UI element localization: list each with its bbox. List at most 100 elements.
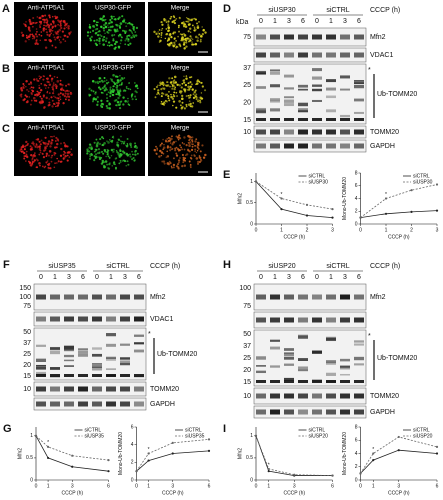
band bbox=[120, 316, 130, 322]
mitochondria bbox=[43, 21, 46, 24]
mitochondria bbox=[32, 16, 35, 19]
mitochondria bbox=[180, 86, 183, 89]
micrograph bbox=[148, 122, 212, 176]
data-point bbox=[135, 470, 138, 473]
mitochondria bbox=[190, 157, 193, 160]
marker-label: 75 bbox=[243, 303, 251, 310]
mitochondria bbox=[29, 87, 31, 90]
mitochondria bbox=[56, 76, 59, 79]
y-tick-label: 1 bbox=[250, 433, 253, 439]
mitochondria bbox=[194, 28, 197, 31]
mitochondria bbox=[134, 95, 137, 98]
mitochondria bbox=[110, 154, 113, 157]
mitochondria bbox=[25, 21, 27, 23]
band bbox=[326, 360, 336, 364]
mitochondria bbox=[30, 86, 33, 89]
mitochondria bbox=[172, 100, 176, 103]
x-tick-label: 0 bbox=[359, 227, 362, 233]
mitochondria bbox=[54, 103, 56, 106]
mitochondria bbox=[124, 89, 127, 92]
mitochondria bbox=[199, 150, 202, 153]
band bbox=[298, 393, 308, 399]
mitochondria bbox=[46, 23, 50, 26]
y-tick-label: 2 bbox=[355, 209, 358, 215]
mitochondria bbox=[116, 141, 119, 144]
band bbox=[78, 294, 88, 300]
time-label: 0 bbox=[315, 18, 319, 25]
annotation: * bbox=[268, 462, 270, 468]
mitochondria bbox=[40, 34, 43, 37]
band bbox=[340, 409, 350, 415]
mitochondria bbox=[129, 88, 132, 91]
mitochondria bbox=[201, 32, 204, 36]
mitochondria bbox=[56, 142, 59, 146]
mitochondria bbox=[198, 20, 200, 23]
band bbox=[134, 401, 144, 407]
legend-label: siUSP30 bbox=[309, 179, 329, 185]
mitochondria bbox=[171, 97, 175, 100]
mitochondria bbox=[166, 138, 169, 140]
mitochondria bbox=[26, 36, 29, 39]
mitochondria bbox=[166, 84, 170, 87]
mitochondria bbox=[25, 85, 27, 88]
mitochondria bbox=[111, 17, 113, 20]
mitochondria bbox=[50, 96, 53, 99]
mitochondria bbox=[106, 99, 109, 103]
x-tick-label: 3 bbox=[171, 483, 174, 489]
mitochondria bbox=[201, 97, 204, 100]
band bbox=[64, 401, 74, 407]
band bbox=[134, 342, 144, 345]
row-label: GAPDH bbox=[370, 409, 395, 416]
data-point bbox=[46, 456, 50, 460]
mitochondria bbox=[25, 95, 28, 98]
mitochondria bbox=[42, 75, 45, 77]
mitochondria bbox=[112, 37, 115, 40]
y-axis-label: Mono-Ub-TOMM20 bbox=[342, 432, 348, 475]
x-axis-label: CCCP (h) bbox=[388, 490, 410, 496]
mitochondria bbox=[195, 93, 198, 96]
x-tick-label: 6 bbox=[436, 483, 439, 489]
mitochondria bbox=[153, 148, 156, 152]
row-label: Ub-TOMM20 bbox=[377, 355, 417, 362]
mitochondria bbox=[162, 92, 165, 95]
mitochondria bbox=[54, 16, 58, 20]
mitochondria bbox=[155, 85, 159, 89]
band bbox=[284, 99, 294, 103]
band bbox=[106, 333, 116, 337]
x-tick-label: 3 bbox=[331, 227, 334, 233]
mitochondria bbox=[175, 39, 177, 42]
band bbox=[36, 374, 46, 377]
legend-label: siCTRL bbox=[413, 173, 430, 179]
data-point bbox=[435, 445, 439, 448]
mitochondria bbox=[116, 24, 119, 27]
band bbox=[340, 380, 350, 383]
mitochondria bbox=[64, 92, 67, 95]
time-label: 1 bbox=[273, 18, 277, 25]
mitochondria bbox=[169, 81, 172, 84]
mitochondria bbox=[184, 159, 186, 162]
mitochondria bbox=[106, 31, 109, 33]
mitochondria bbox=[187, 82, 190, 85]
band bbox=[284, 74, 294, 78]
mitochondria bbox=[131, 98, 134, 101]
mitochondria bbox=[66, 154, 69, 157]
mitochondria bbox=[187, 134, 190, 138]
mitochondria bbox=[185, 103, 188, 106]
mitochondria bbox=[160, 34, 163, 36]
y-tick-label: 2 bbox=[131, 460, 134, 466]
y-tick-label: 0 bbox=[250, 221, 253, 227]
mitochondria bbox=[95, 38, 99, 42]
mitochondria bbox=[88, 93, 91, 96]
band bbox=[134, 374, 144, 377]
mitochondria bbox=[117, 96, 120, 100]
band bbox=[256, 109, 266, 113]
band bbox=[270, 34, 280, 40]
band bbox=[340, 393, 350, 399]
mitochondria bbox=[197, 160, 200, 163]
band bbox=[340, 373, 350, 376]
mitochondria bbox=[40, 139, 43, 142]
band bbox=[270, 52, 280, 58]
mitochondria bbox=[128, 153, 131, 156]
mitochondria bbox=[127, 100, 129, 102]
band bbox=[106, 401, 116, 407]
